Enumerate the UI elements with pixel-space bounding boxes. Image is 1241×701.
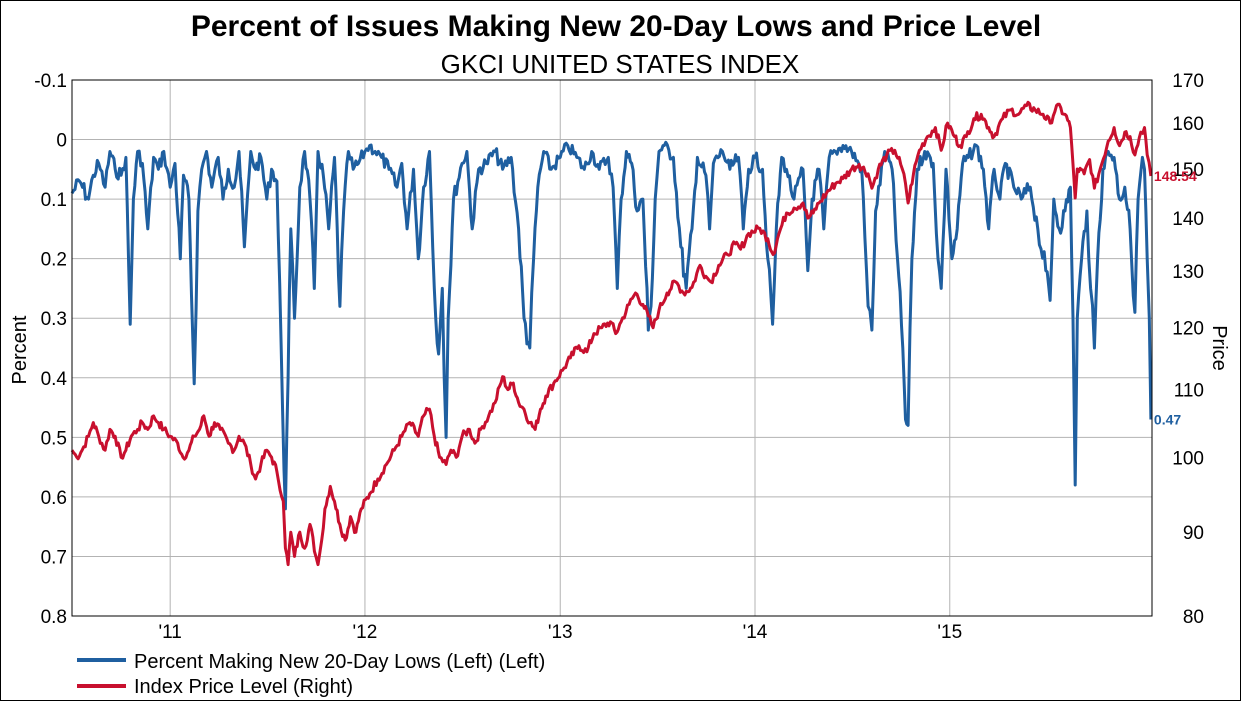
right-tick-label: 130 bbox=[1172, 262, 1204, 283]
legend-label: Index Price Level (Right) bbox=[134, 676, 353, 698]
right-tick-label: 160 bbox=[1172, 114, 1204, 135]
series-layer bbox=[70, 100, 1153, 567]
left-tick-label: 0 bbox=[56, 131, 67, 152]
series-line-index-price bbox=[70, 100, 1153, 567]
right-tick-label: 100 bbox=[1172, 448, 1204, 469]
left-tick-label: 0.6 bbox=[41, 488, 67, 509]
right-tick-label: 170 bbox=[1172, 71, 1204, 92]
left-tick-label: 0.2 bbox=[41, 250, 67, 271]
end-labels: 0.47 148.54 bbox=[1154, 168, 1197, 428]
right-tick-label: 80 bbox=[1183, 607, 1204, 628]
legend-item-percent-lows: Percent Making New 20-Day Lows (Left) (L… bbox=[77, 651, 545, 673]
x-tick-label: '14 bbox=[743, 622, 768, 643]
right-axis-ticks: 170 160 150 140 130 120 110 100 90 80 bbox=[1172, 71, 1204, 628]
chart-title: Percent of Issues Making New 20-Day Lows… bbox=[191, 10, 1041, 43]
right-tick-label: 120 bbox=[1172, 319, 1204, 340]
left-tick-label: 0.8 bbox=[41, 607, 67, 628]
x-tick-label: '11 bbox=[159, 622, 182, 643]
plot-area bbox=[71, 79, 1153, 617]
right-axis-label: Price bbox=[1208, 325, 1230, 371]
right-tick-label: 150 bbox=[1172, 160, 1204, 181]
left-axis-ticks: -0.1 0 0.1 0.2 0.3 0.4 0.5 0.6 0.7 0.8 bbox=[34, 71, 67, 628]
left-tick-label: -0.1 bbox=[34, 71, 67, 92]
x-tick-label: '13 bbox=[548, 622, 573, 643]
gridlines bbox=[72, 80, 1152, 616]
left-tick-label: 0.1 bbox=[41, 190, 67, 211]
legend: Percent Making New 20-Day Lows (Left) (L… bbox=[77, 651, 545, 698]
series-line-percent-lows bbox=[70, 140, 1153, 511]
x-axis-ticks: '11 '12 '13 '14 '15 bbox=[159, 622, 963, 643]
right-tick-label: 90 bbox=[1183, 523, 1204, 544]
end-label-percent: 0.47 bbox=[1154, 411, 1181, 427]
left-tick-label: 0.7 bbox=[41, 547, 67, 568]
right-tick-label: 110 bbox=[1174, 381, 1204, 402]
left-tick-label: 0.3 bbox=[41, 309, 67, 330]
left-axis-label: Percent bbox=[9, 315, 31, 384]
x-tick-label: '12 bbox=[353, 622, 378, 643]
x-tick-label: '15 bbox=[937, 622, 962, 643]
legend-label: Percent Making New 20-Day Lows (Left) (L… bbox=[134, 651, 545, 673]
right-tick-label: 140 bbox=[1172, 209, 1204, 230]
legend-item-index-price: Index Price Level (Right) bbox=[77, 676, 353, 698]
left-tick-label: 0.5 bbox=[41, 428, 67, 449]
left-tick-label: 0.4 bbox=[41, 369, 68, 390]
end-label-price: 148.54 bbox=[1154, 168, 1197, 184]
chart-subtitle: GKCI UNITED STATES INDEX bbox=[441, 49, 800, 79]
